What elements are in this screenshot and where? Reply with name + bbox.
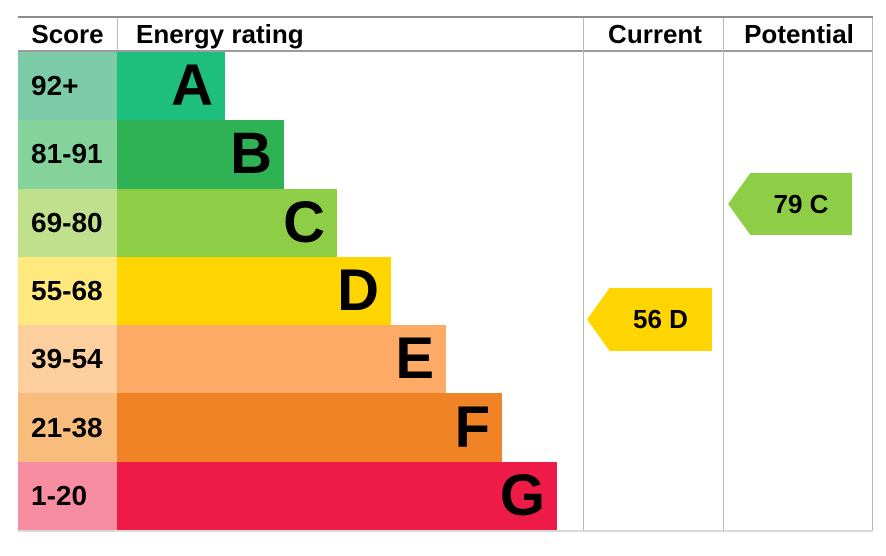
band-row-a: 92+ A xyxy=(18,52,873,121)
band-score-range: 92+ xyxy=(18,52,117,121)
band-score-range: 55-68 xyxy=(18,256,117,326)
potential-column-header: Potential xyxy=(744,19,854,49)
current-column-header: Current xyxy=(608,19,702,49)
band-score-range: 69-80 xyxy=(18,188,117,257)
band-bar-c: C xyxy=(117,188,337,257)
band-bar-e: E xyxy=(117,325,446,394)
band-score-range: 81-91 xyxy=(18,120,117,189)
current-column-divider xyxy=(583,18,584,530)
potential-rating-arrow: 79 C xyxy=(728,173,852,235)
score-column-header: Score xyxy=(31,19,104,49)
band-row-b: 81-91 B xyxy=(18,120,873,189)
band-score-range: 1-20 xyxy=(18,461,117,530)
current-rating-arrow: 56 D xyxy=(587,288,712,351)
rating-bands: 92+ A 81-91 B 69-80 C 55-68 D 39-54 E 21-38 F 1-20 G xyxy=(18,52,873,530)
band-bar-f: F xyxy=(117,393,502,462)
energy-rating-column-header: Energy rating xyxy=(117,18,585,50)
chart-header-row: Score Energy rating Current Potential xyxy=(18,18,873,52)
band-bar-b: B xyxy=(117,120,284,189)
band-row-d: 55-68 D xyxy=(18,256,873,326)
band-row-f: 21-38 F xyxy=(18,393,873,462)
band-row-e: 39-54 E xyxy=(18,325,873,394)
band-score-range: 21-38 xyxy=(18,393,117,462)
potential-column-divider xyxy=(723,18,724,530)
potential-rating-label: 79 C xyxy=(773,188,829,219)
current-rating-label: 56 D xyxy=(633,304,688,334)
band-row-g: 1-20 G xyxy=(18,461,873,530)
band-score-range: 39-54 xyxy=(18,325,117,394)
band-row-c: 69-80 C xyxy=(18,188,873,257)
band-bar-d: D xyxy=(117,256,391,326)
epc-rating-chart: Score Energy rating Current Potential 92… xyxy=(18,16,873,532)
table-right-border xyxy=(872,18,873,530)
band-bar-a: A xyxy=(117,52,225,121)
band-bar-g: G xyxy=(117,461,557,530)
